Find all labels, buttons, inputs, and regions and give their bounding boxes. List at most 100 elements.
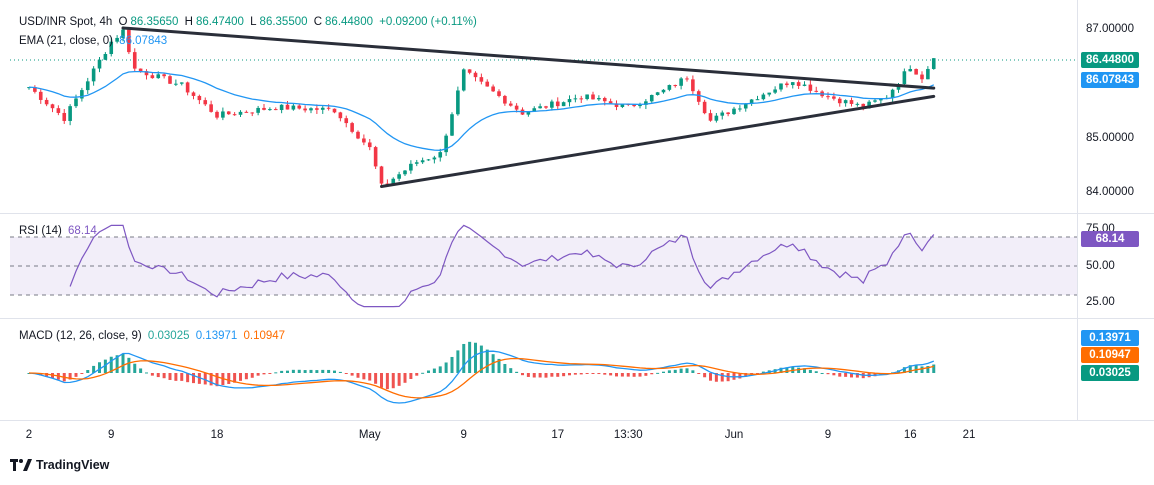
ohlc-close-label: C xyxy=(313,16,323,28)
macd-hist-bar xyxy=(538,373,542,378)
macd-hist-bar xyxy=(832,373,836,376)
macd-hist-bar xyxy=(855,373,859,378)
macd-hist-bar xyxy=(362,373,366,380)
macd-hist-label: 0.03025 xyxy=(1081,365,1139,381)
candle xyxy=(497,89,501,98)
ascending-trendline[interactable] xyxy=(380,94,936,189)
candle xyxy=(303,105,307,113)
macd-hist-bar xyxy=(932,364,936,373)
candle xyxy=(685,76,689,82)
candle xyxy=(544,105,548,110)
candle xyxy=(832,92,836,101)
candle xyxy=(344,115,349,128)
ema-legend[interactable]: EMA (21, close, 0) 86.07843 xyxy=(19,35,170,47)
candle xyxy=(638,102,642,109)
macd-hist-bar xyxy=(626,373,630,377)
macd-hist-bar xyxy=(297,369,301,373)
candle xyxy=(926,66,930,80)
macd-hist-bar xyxy=(397,373,401,386)
macd-hist-bar xyxy=(121,354,125,373)
macd-line-value: 0.13971 xyxy=(195,330,238,342)
time-tick: 9 xyxy=(108,429,115,441)
candle xyxy=(538,103,542,109)
candle xyxy=(661,89,666,94)
macd-hist-bar xyxy=(673,369,677,373)
macd-hist-bar xyxy=(80,373,84,374)
candle xyxy=(315,104,319,114)
candle xyxy=(397,171,401,182)
candle xyxy=(127,27,131,55)
time-tick: 18 xyxy=(210,429,224,441)
candle xyxy=(215,110,219,120)
macd-hist-bar xyxy=(415,373,419,376)
macd-hist-bar xyxy=(844,373,848,377)
tradingview-logo-icon xyxy=(10,459,32,471)
candle xyxy=(503,94,507,106)
candle xyxy=(696,89,701,106)
macd-hist-bar xyxy=(521,373,524,376)
ohlc-high: 86.47400 xyxy=(195,16,244,28)
candle xyxy=(44,97,49,107)
macd-signal-label: 0.10947 xyxy=(1081,347,1139,363)
main-legend: USD/INR Spot, 4h O 86.35650 H 86.47400 L 86… xyxy=(19,16,480,28)
ema-value: 86.07843 xyxy=(119,35,168,47)
macd-hist-bar xyxy=(86,370,90,373)
candle xyxy=(162,73,166,79)
macd-hist-bar xyxy=(803,368,806,373)
macd-hist-bar xyxy=(444,362,448,373)
tradingview-logo[interactable]: TradingView xyxy=(10,458,109,472)
candle xyxy=(373,145,378,169)
candle xyxy=(409,160,413,174)
candle xyxy=(849,97,854,107)
macd-legend[interactable]: MACD (12, 26, close, 9) 0.03025 0.13971 … xyxy=(19,330,288,342)
macd-hist-bar xyxy=(45,373,49,378)
macd-hist-bar xyxy=(591,373,595,374)
brand-name: TradingView xyxy=(36,458,110,472)
candle xyxy=(273,107,278,111)
macd-hist-bar xyxy=(474,342,477,373)
candle xyxy=(285,101,290,110)
descending-trendline[interactable] xyxy=(121,26,936,90)
candle xyxy=(144,69,149,80)
macd-hist-bar xyxy=(262,373,266,375)
rsi-tick: 50.00 xyxy=(1086,260,1115,272)
macd-hist-bar xyxy=(462,343,466,373)
price-change: +0.09200 (+0.11%) xyxy=(379,16,477,28)
rsi-legend[interactable]: RSI (14) 68.14 xyxy=(19,225,100,237)
macd-hist-bar xyxy=(333,370,336,373)
macd-hist-bar xyxy=(39,373,43,376)
macd-hist-bar xyxy=(227,373,231,384)
candle xyxy=(738,105,742,112)
price-tick: 87.00000 xyxy=(1086,23,1134,35)
macd-hist-bar xyxy=(280,370,284,373)
candle xyxy=(555,97,560,110)
ohlc-open: 86.35650 xyxy=(130,16,179,28)
candle xyxy=(338,111,343,122)
macd-hist-bar xyxy=(162,373,166,379)
candle xyxy=(80,87,84,102)
candle xyxy=(614,100,619,111)
macd-hist-bar xyxy=(421,372,425,374)
macd-hist-bar xyxy=(662,371,665,373)
candle xyxy=(332,108,337,114)
macd-hist-bar xyxy=(597,373,601,375)
candle xyxy=(702,99,707,115)
candle xyxy=(826,92,830,100)
macd-signal-line xyxy=(28,357,934,399)
macd-hist-bar xyxy=(738,373,742,379)
candle xyxy=(362,134,366,146)
symbol-title[interactable]: USD/INR Spot, 4h xyxy=(19,16,113,28)
macd-hist-bar xyxy=(109,356,113,373)
candle xyxy=(168,74,172,84)
candle xyxy=(238,110,243,117)
candle xyxy=(767,92,772,97)
macd-hist-bar xyxy=(309,369,313,373)
time-tick: 9 xyxy=(460,429,467,441)
rsi-band xyxy=(10,236,1077,296)
macd-hist-bar xyxy=(568,373,571,376)
macd-hist-bar xyxy=(509,368,513,373)
macd-hist-bar xyxy=(779,367,783,373)
candle xyxy=(91,66,96,86)
pane-separators xyxy=(0,0,1154,421)
